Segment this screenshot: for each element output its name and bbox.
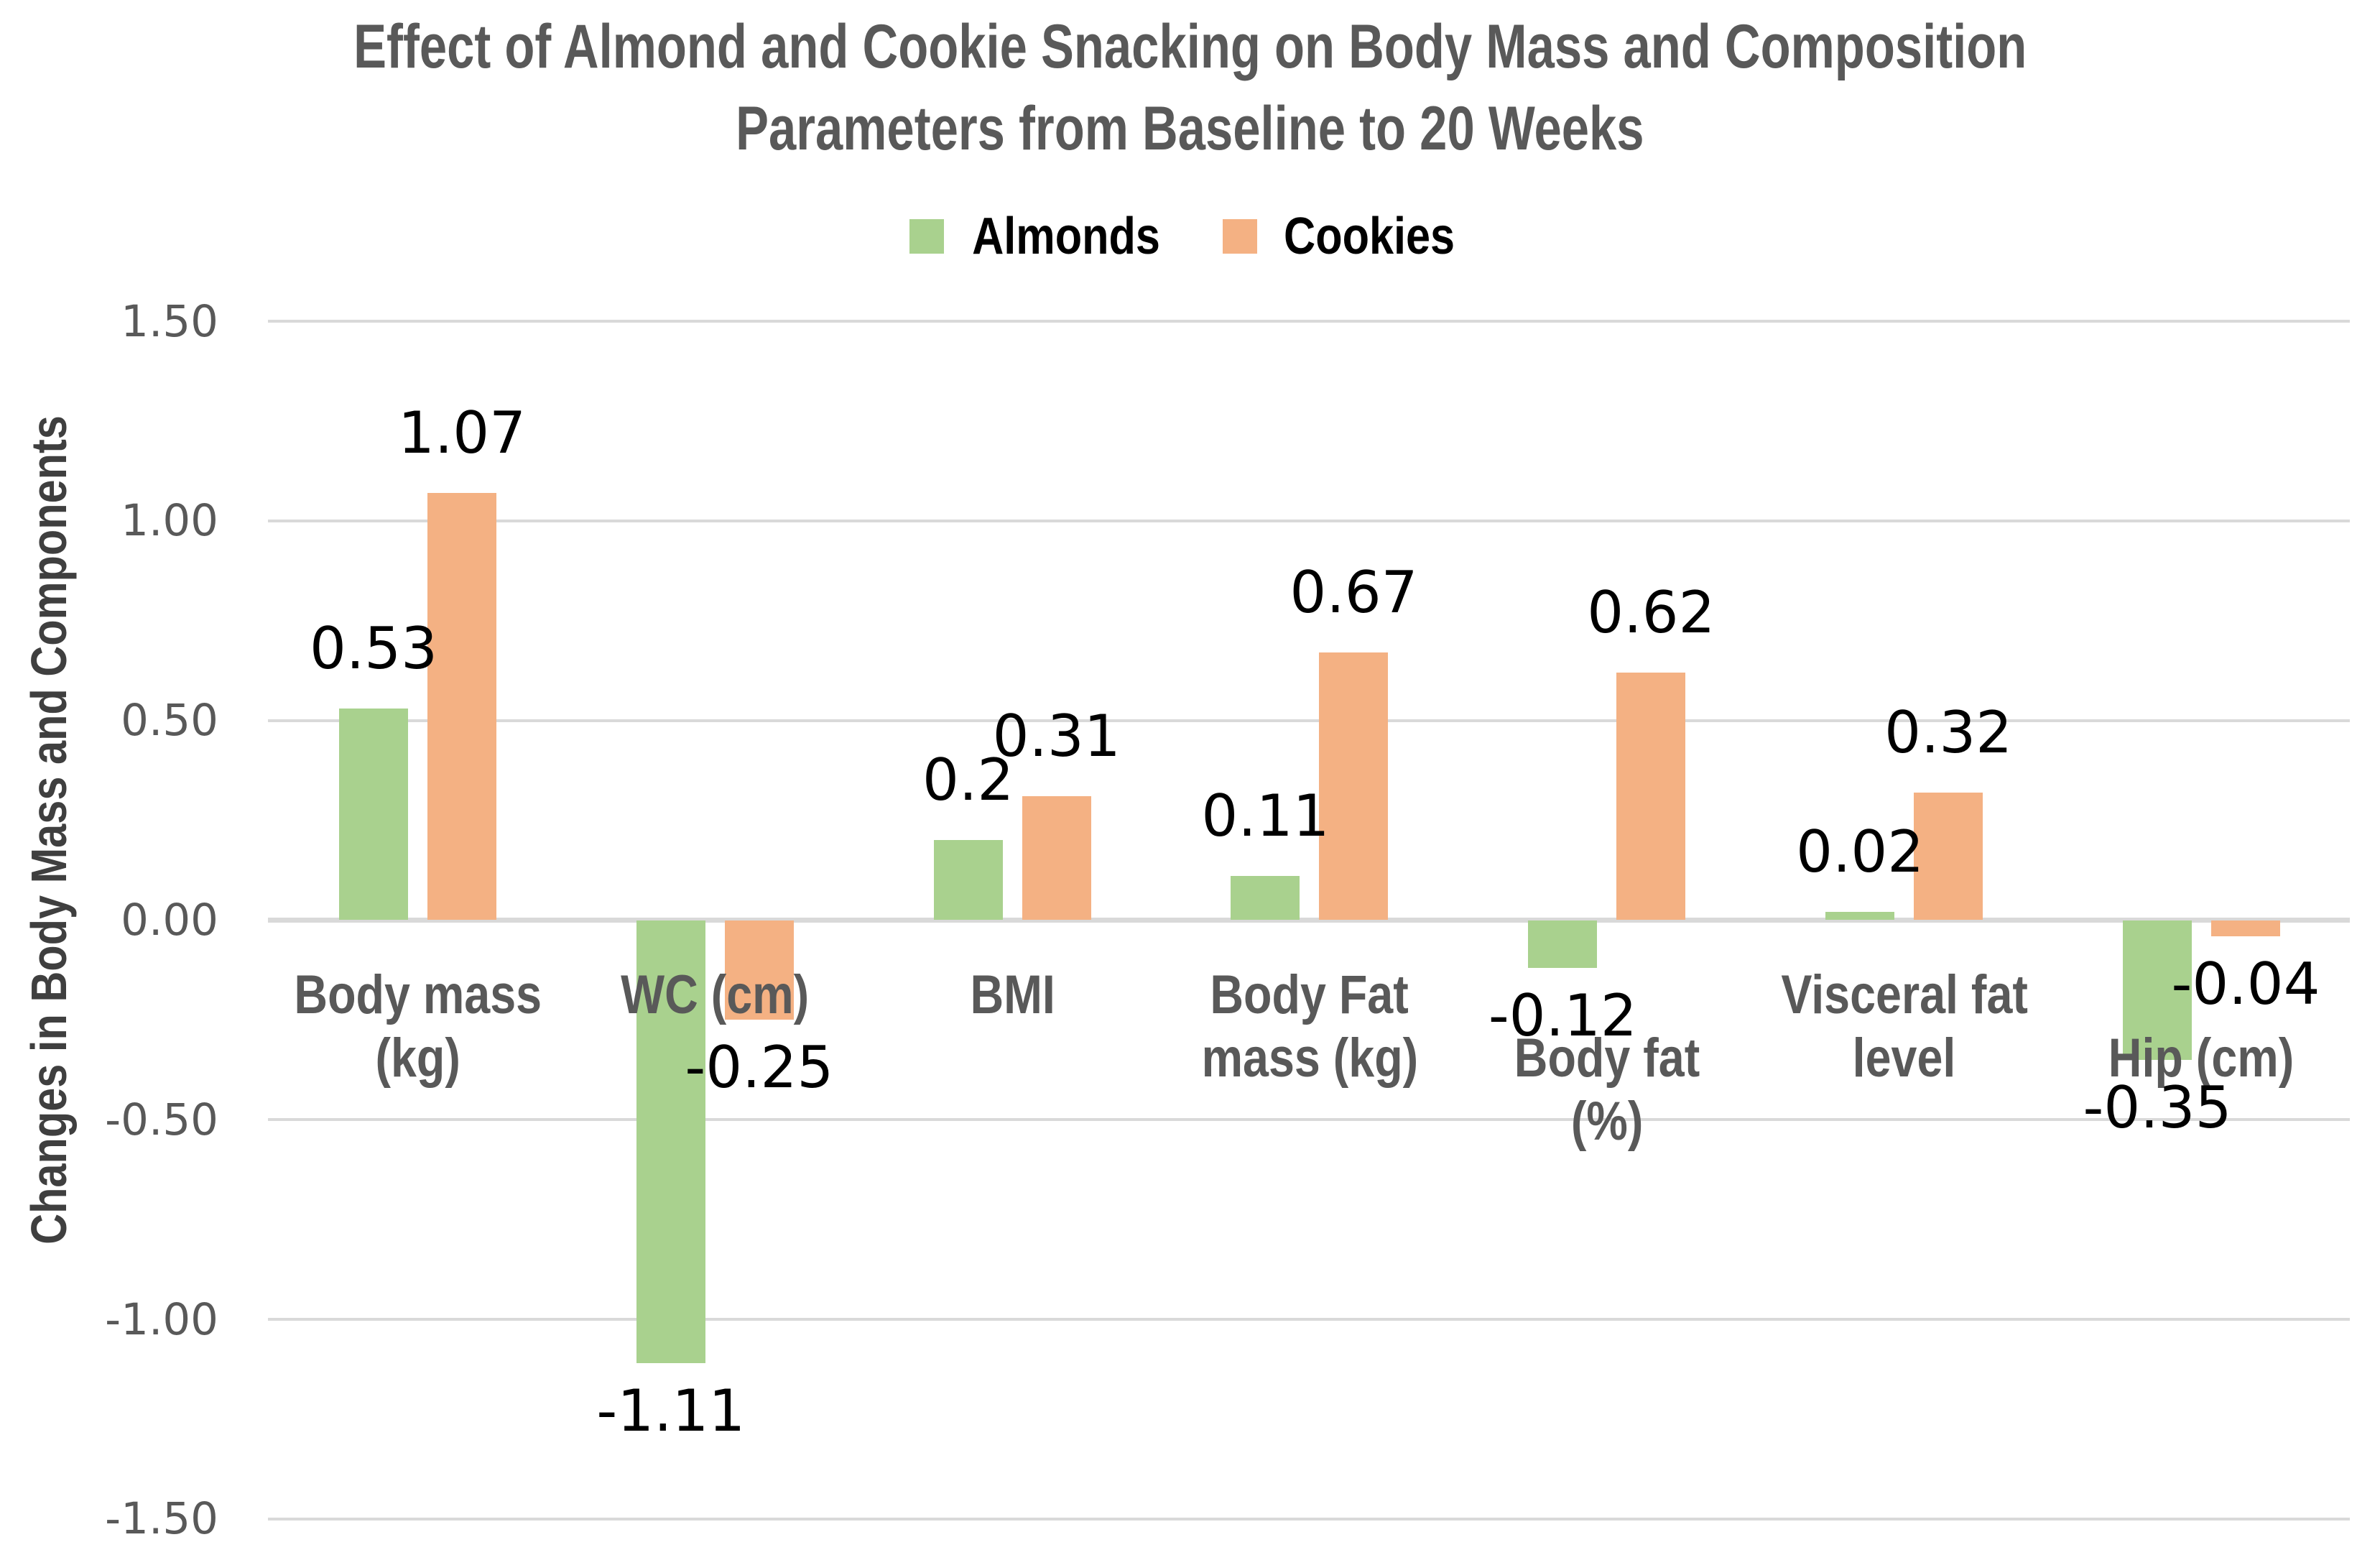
data-label: 0.67 — [1289, 559, 1418, 627]
data-label: 0.11 — [1201, 783, 1330, 850]
category-label-text: level — [1852, 1028, 1956, 1089]
gridline — [268, 519, 2350, 522]
data-label: 1.07 — [397, 400, 527, 466]
y-tick-label: 1.00 — [121, 495, 218, 547]
bar-cookies-5 — [1914, 792, 1983, 920]
category-label: Body Fat — [1037, 964, 1583, 1027]
bar-cookies-6 — [2210, 920, 2280, 936]
legend-label-cookies: Cookies — [1284, 208, 1455, 265]
data-label: -0.04 — [2171, 950, 2320, 1018]
category-label: Hip (cm) — [1928, 1027, 2380, 1090]
category-label: mass (kg) — [1037, 1027, 1583, 1090]
category-label: (kg) — [145, 1027, 691, 1090]
legend: Almonds Cookies — [0, 207, 2380, 266]
gridline — [268, 1517, 2350, 1521]
bar-almonds-4 — [1528, 920, 1598, 969]
category-label-text: WC (cm) — [621, 964, 810, 1025]
category-label-text: (kg) — [375, 1028, 460, 1089]
category-label: Body mass — [145, 964, 691, 1027]
legend-item-cookies: Cookies — [1223, 207, 1470, 266]
gridline — [268, 1318, 2350, 1321]
y-tick-label: -0.50 — [105, 1094, 218, 1145]
category-label-text: Visceral fat — [1780, 964, 2028, 1025]
category-label-text: BMI — [969, 964, 1055, 1025]
bar-cookies-4 — [1616, 673, 1686, 920]
data-label: 0.62 — [1587, 579, 1715, 647]
y-tick-label: -1.00 — [105, 1293, 218, 1345]
gridline — [268, 320, 2350, 323]
y-tick-label: -1.50 — [105, 1493, 218, 1545]
legend-item-almonds: Almonds — [909, 207, 1177, 266]
category-label: Visceral fat — [1631, 964, 2177, 1027]
data-label: 0.53 — [309, 615, 438, 683]
bar-almonds-5 — [1825, 912, 1895, 920]
data-label: -0.35 — [2083, 1074, 2232, 1141]
data-label: -1.11 — [596, 1378, 746, 1445]
y-tick-label: 0.50 — [121, 695, 218, 747]
bar-almonds-0 — [339, 709, 408, 920]
almonds-swatch-icon — [909, 219, 945, 254]
y-tick-label: 1.50 — [121, 295, 218, 347]
category-label: level — [1631, 1027, 2177, 1090]
bar-almonds-3 — [1231, 876, 1300, 920]
bar-cookies-3 — [1319, 652, 1389, 920]
bar-cookies-1 — [724, 920, 794, 1020]
bar-almonds-6 — [2122, 920, 2192, 1060]
data-label: 0.2 — [922, 747, 1014, 814]
legend-label-almonds: Almonds — [972, 208, 1161, 265]
zero-axis-line — [268, 918, 2350, 923]
y-tick-label: 0.00 — [121, 895, 218, 946]
data-label: -0.25 — [685, 1034, 834, 1102]
cookies-swatch-icon — [1223, 219, 1258, 254]
gridline — [268, 719, 2350, 722]
data-label: 0.32 — [1884, 698, 2013, 766]
bar-cookies-2 — [1022, 796, 1091, 920]
category-label: (%) — [1334, 1090, 1880, 1153]
category-label: WC (cm) — [442, 964, 988, 1027]
data-label: -0.12 — [1488, 982, 1637, 1050]
data-label: 0.02 — [1796, 818, 1925, 886]
category-label-text: Body Fat — [1210, 964, 1409, 1025]
chart-title-line-2: Parameters from Baseline to 20 Weeks — [736, 94, 1644, 163]
bar-almonds-2 — [933, 840, 1003, 920]
category-label: BMI — [739, 964, 1285, 1027]
chart-title-line-1: Effect of Almond and Cookie Snacking on … — [353, 12, 2027, 81]
gridline — [268, 1118, 2350, 1122]
category-label-text: Hip (cm) — [2108, 1028, 2295, 1089]
data-label: 0.31 — [992, 703, 1121, 770]
category-label-text: (%) — [1570, 1091, 1644, 1152]
bar-cookies-0 — [427, 493, 496, 920]
chart-title: Effect of Almond and Cookie Snacking on … — [0, 6, 2380, 170]
category-label: Body fat — [1334, 1027, 1880, 1090]
category-label-text: Body fat — [1514, 1028, 1700, 1089]
category-label-text: mass (kg) — [1201, 1028, 1418, 1089]
bar-almonds-1 — [636, 920, 705, 1364]
y-axis-title: Changes in Body Mass and Components — [21, 415, 77, 1245]
category-label-text: Body mass — [294, 964, 542, 1025]
